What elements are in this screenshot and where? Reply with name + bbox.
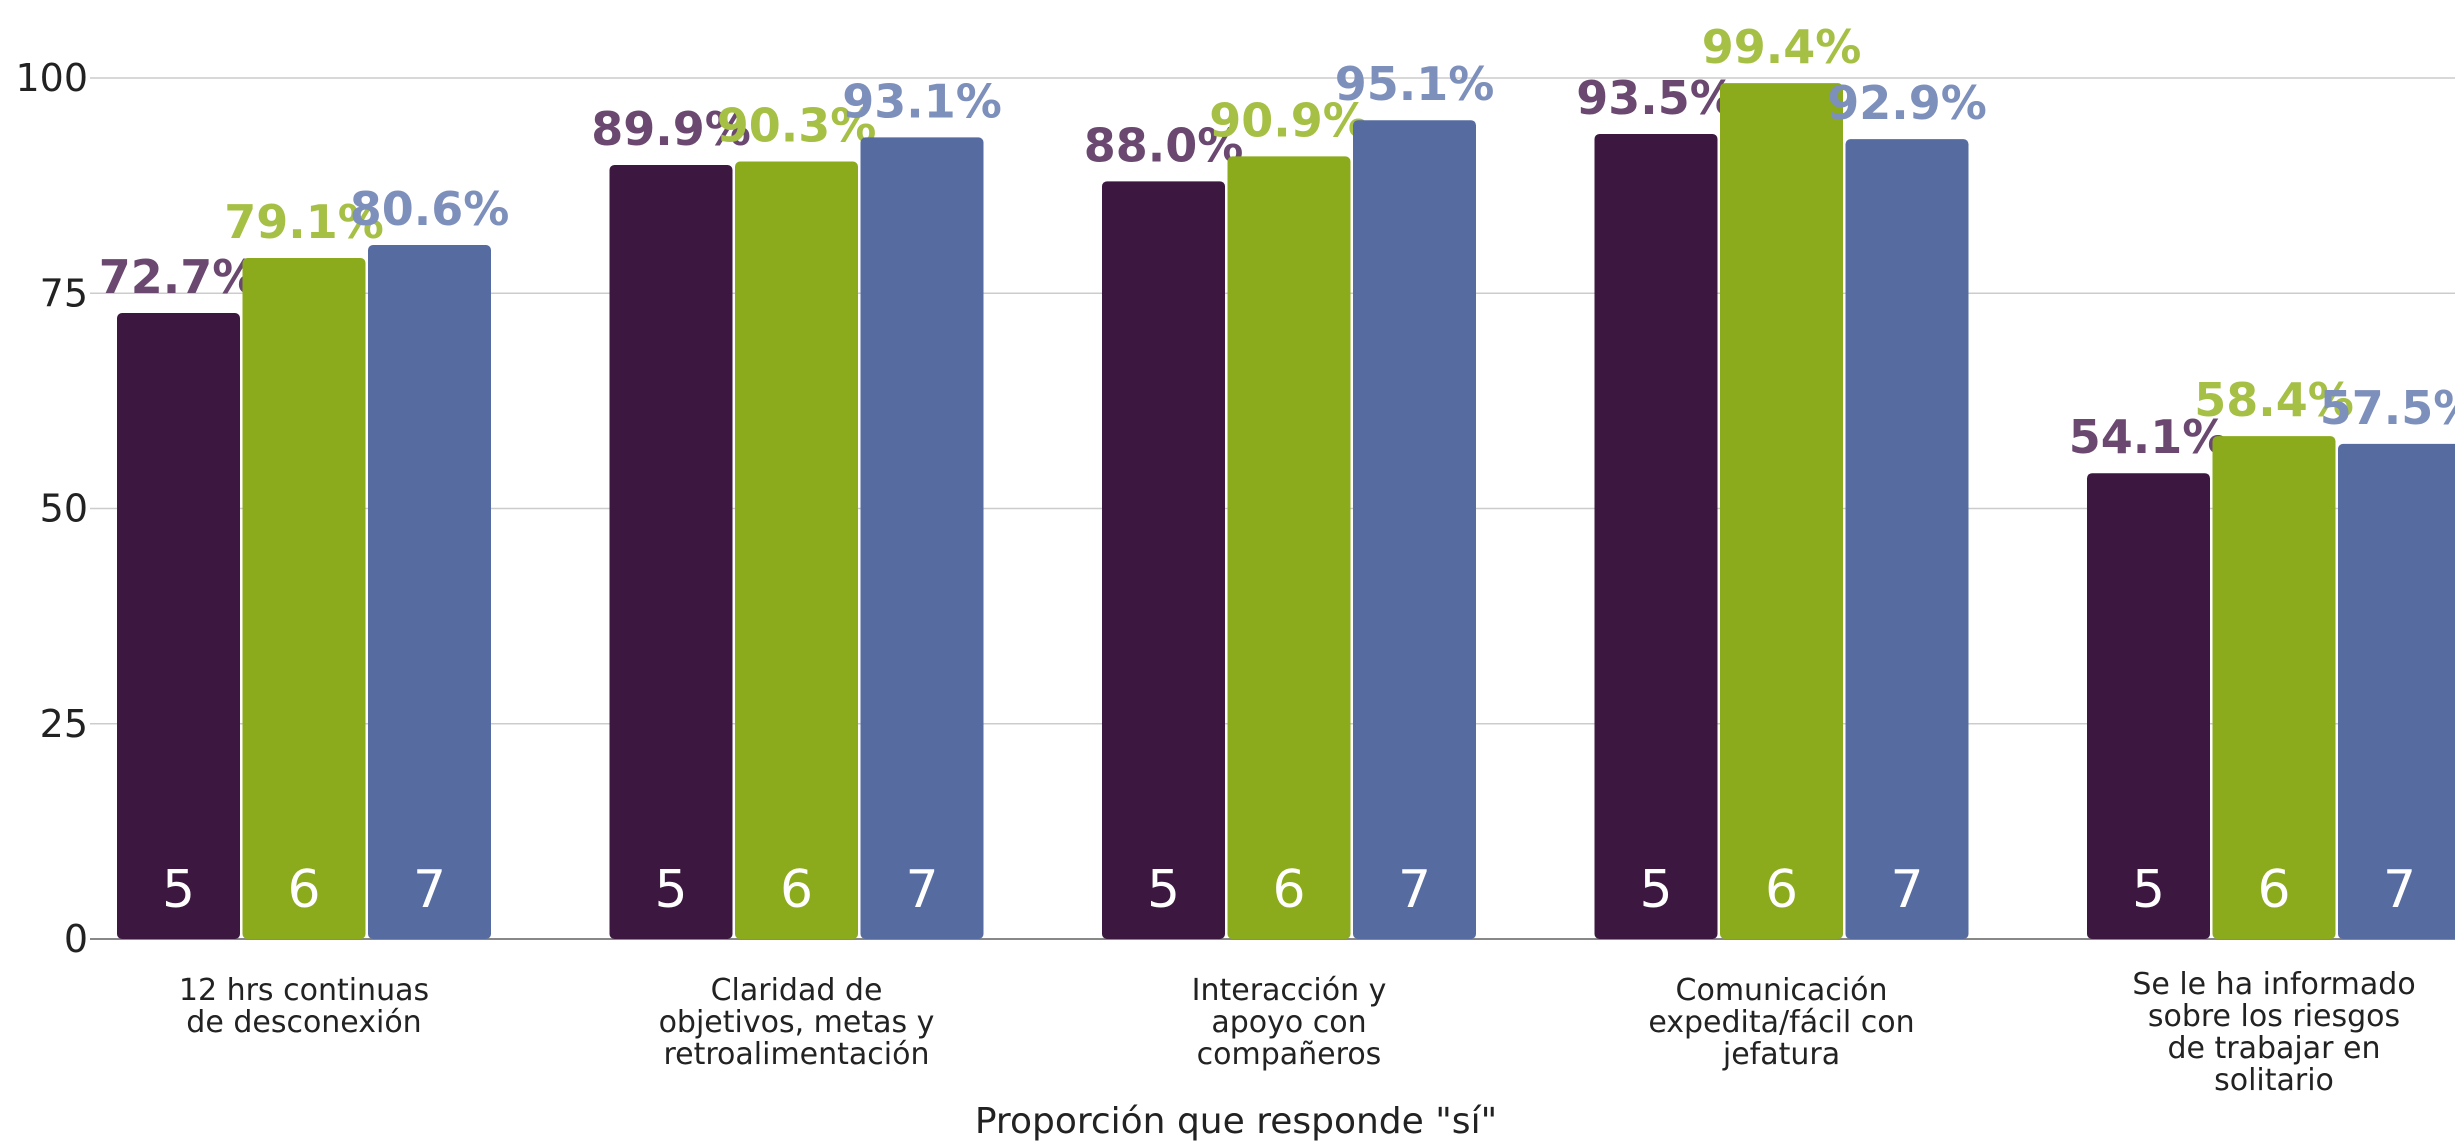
bars: 72.7% 5 79.1% 6 80.6% 7 89.9% 5 90.3% 6 93.1% 7 88.0… [99, 20, 2455, 940]
value-label: 79.1% [224, 195, 384, 249]
bar-series-6 [1227, 156, 1351, 939]
category-label: de trabajar en [2167, 1031, 2380, 1066]
bar-inner-label: 5 [1639, 860, 1672, 920]
bar-inner-label: 7 [1398, 860, 1431, 920]
category-label: sobre los riesgos [2148, 999, 2400, 1034]
value-label: 95.1% [1335, 57, 1495, 111]
bar-inner-label: 6 [780, 860, 813, 920]
bar-inner-label: 6 [1765, 860, 1798, 920]
bar-series-5 [1594, 133, 1718, 940]
y-tick-label: 25 [40, 702, 88, 746]
bar-series-7 [1845, 139, 1969, 940]
value-label: 88.0% [1084, 118, 1244, 172]
bar-series-7 [2338, 443, 2455, 939]
category-label: objetivos, metas y [659, 1005, 935, 1040]
category-label: Interacción y [1192, 973, 1387, 1008]
bar-series-5 [117, 313, 240, 940]
value-label: 90.3% [717, 99, 877, 153]
bar-inner-label: 6 [2257, 860, 2290, 920]
bar-inner-label: 7 [1890, 860, 1923, 920]
bar-inner-label: 5 [2132, 860, 2165, 920]
y-tick-label: 100 [15, 56, 88, 100]
bar-series-6 [2212, 436, 2336, 939]
value-label: 54.1% [2069, 410, 2229, 464]
value-label: 99.4% [1702, 20, 1862, 74]
y-tick-label: 50 [40, 487, 88, 531]
bar-inner-label: 6 [287, 860, 320, 920]
category-label: Se le ha informado [2132, 967, 2415, 1002]
bar-series-6 [1720, 83, 1843, 939]
bar-inner-label: 7 [413, 860, 446, 920]
value-label: 92.9% [1827, 76, 1987, 130]
category-label: Comunicación [1676, 973, 1888, 1008]
bar-series-6 [735, 161, 858, 940]
value-label: 90.9% [1209, 93, 1369, 147]
y-axis-ticks: 0 25 50 75 100 [15, 56, 88, 961]
y-tick-label: 75 [40, 271, 88, 315]
bar-inner-label: 7 [905, 860, 938, 920]
category-label: apoyo con [1211, 1005, 1366, 1040]
value-label: 89.9% [591, 102, 751, 156]
bar-series-7 [368, 245, 491, 939]
category-label: de desconexión [186, 1005, 421, 1040]
bar-series-7 [860, 137, 984, 939]
bar-series-7 [1353, 120, 1476, 939]
value-label: 58.4% [2194, 373, 2354, 427]
category-label: solitario [2214, 1063, 2334, 1098]
bar-series-5 [1102, 181, 1225, 939]
category-label: jefatura [1722, 1037, 1840, 1072]
bar-inner-label: 7 [2383, 860, 2416, 920]
bar-series-5 [609, 164, 733, 939]
value-label: 93.1% [842, 74, 1002, 128]
bar-inner-label: 6 [1272, 860, 1305, 920]
value-label: 93.5% [1576, 71, 1736, 125]
bar-series-5 [2087, 473, 2210, 939]
category-label: Claridad de [711, 973, 883, 1008]
value-label: 72.7% [99, 250, 259, 304]
bar-inner-label: 5 [654, 860, 687, 920]
x-axis-label: Proporción que responde "sí" [975, 1101, 1497, 1142]
bar-series-6 [242, 257, 366, 940]
category-label: expedita/fácil con [1648, 1005, 1914, 1040]
category-label: 12 hrs continuas [179, 973, 429, 1008]
value-label: 57.5% [2320, 381, 2455, 435]
value-label: 80.6% [350, 182, 510, 236]
bar-inner-label: 5 [1147, 860, 1180, 920]
category-label: compañeros [1197, 1037, 1382, 1072]
category-label: retroalimentación [663, 1037, 929, 1072]
y-tick-label: 0 [64, 917, 88, 961]
bar-inner-label: 5 [162, 860, 195, 920]
